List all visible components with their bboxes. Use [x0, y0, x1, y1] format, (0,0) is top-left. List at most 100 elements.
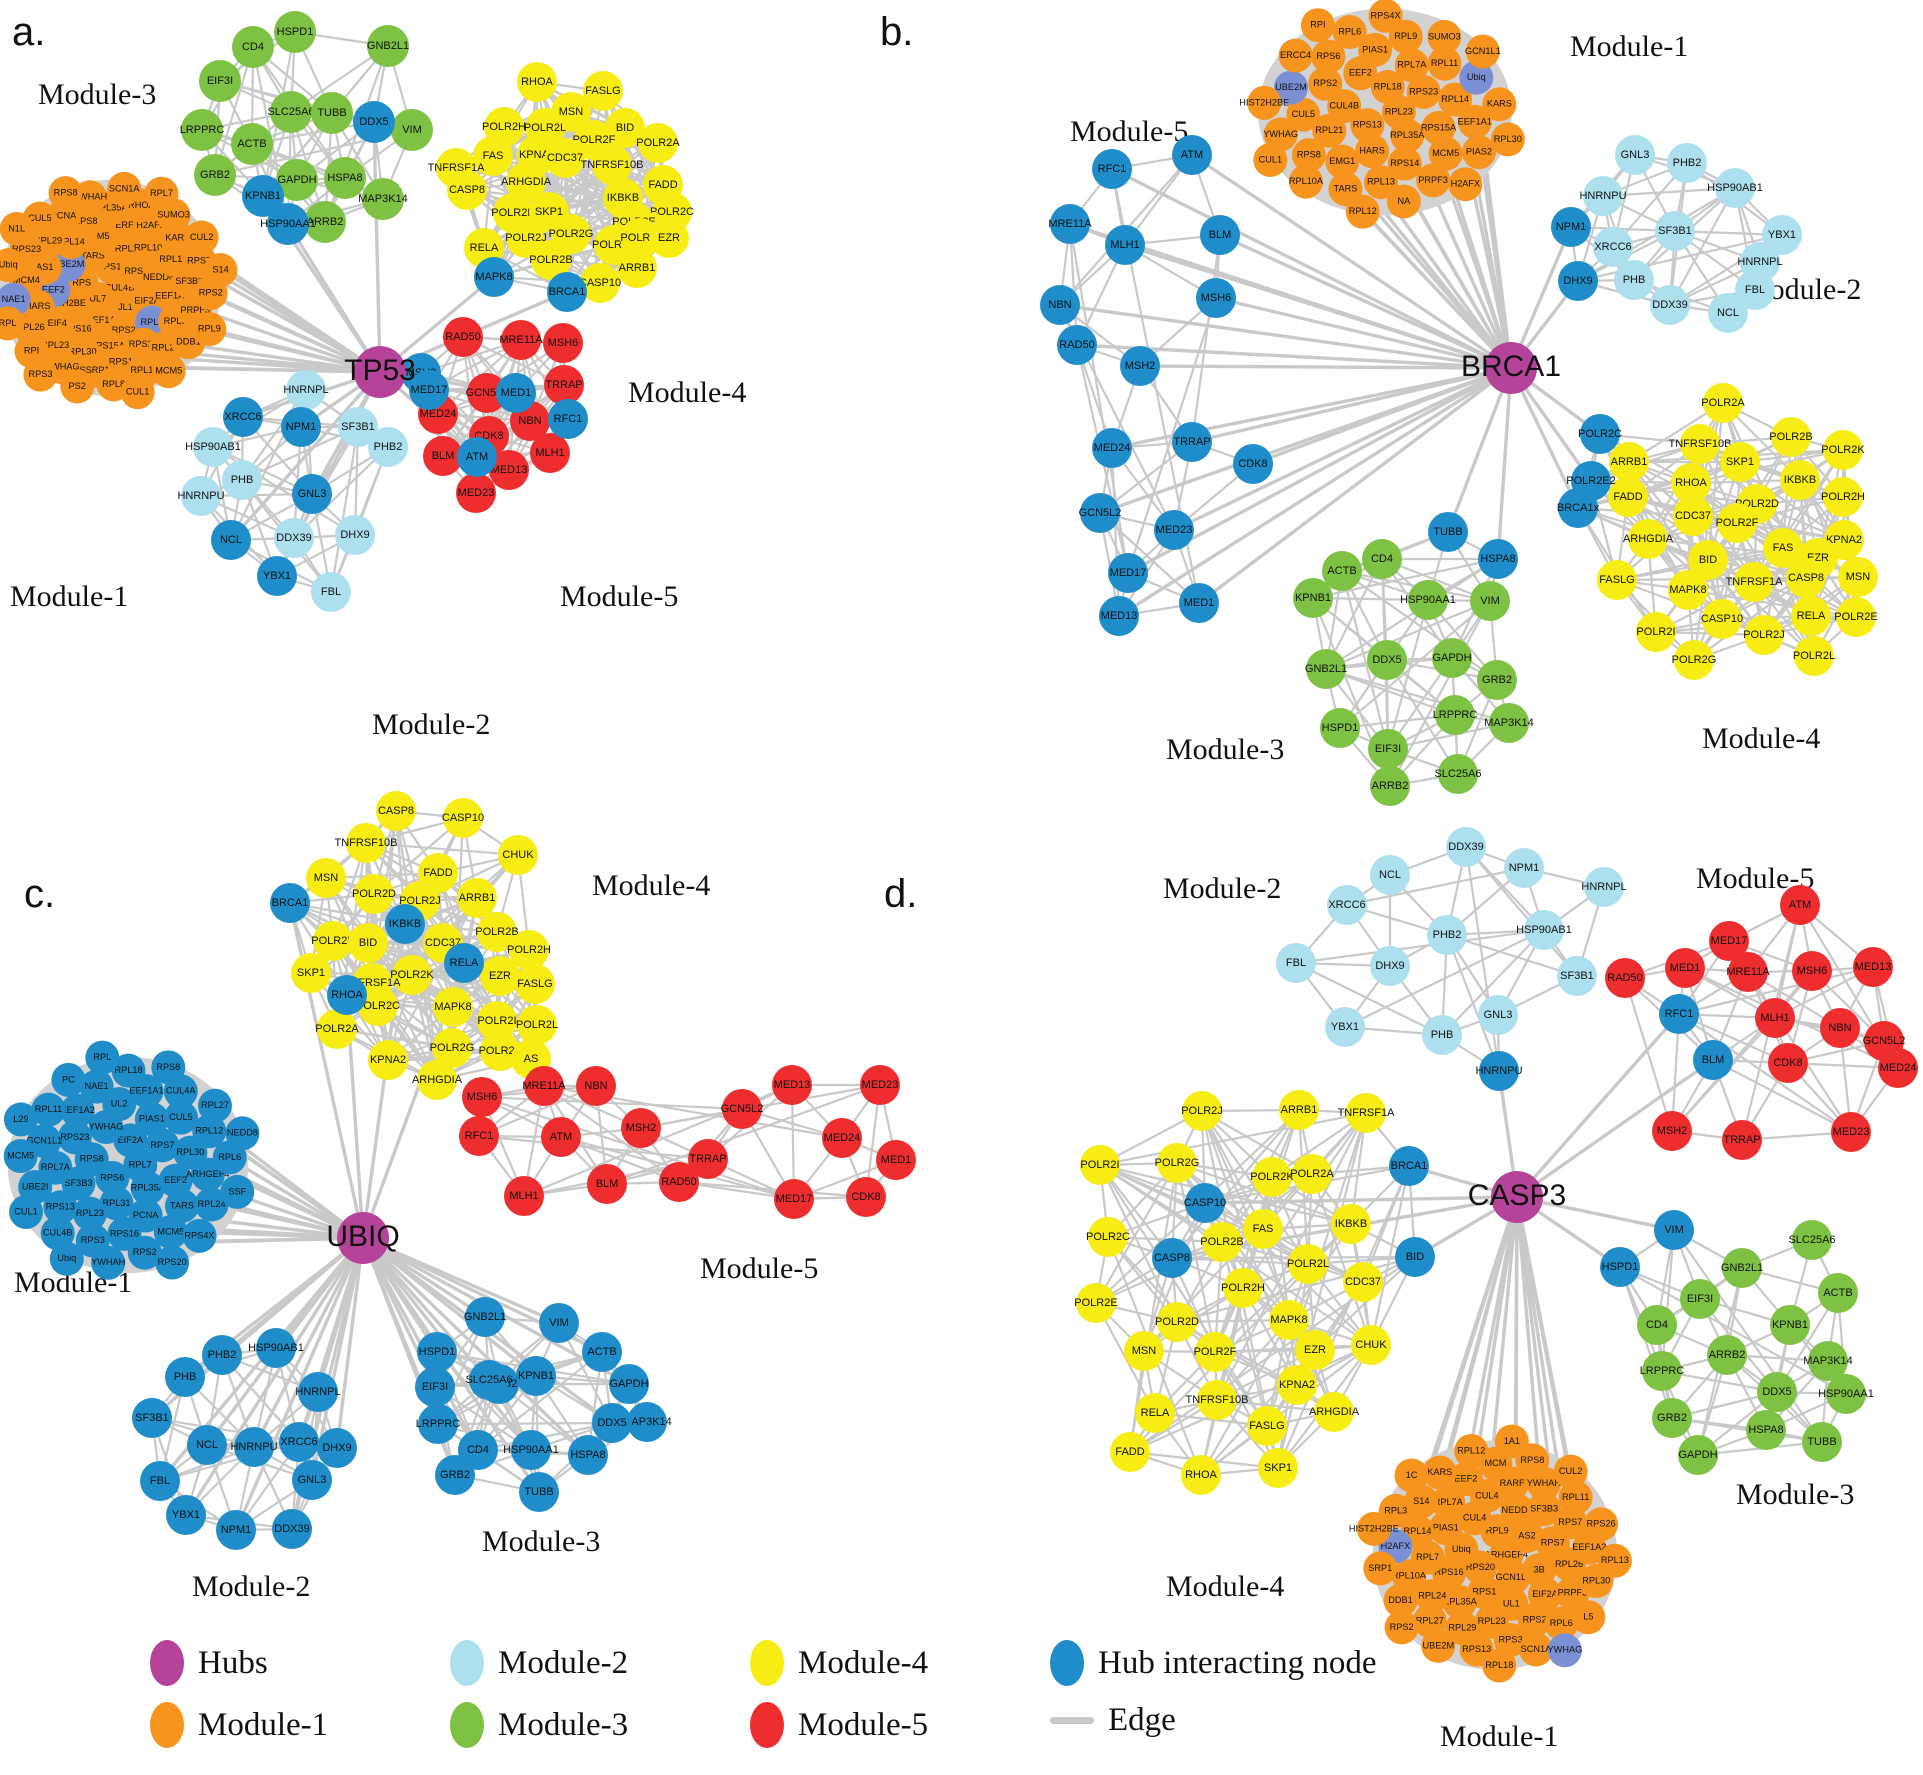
node-module-5[interactable]: CDK8	[1768, 1043, 1808, 1083]
hub-node-tp53[interactable]: TP53	[344, 346, 416, 398]
node-module-3[interactable]: KPNB1	[1770, 1305, 1810, 1345]
node-module-3[interactable]: GNB2L1	[1721, 1248, 1763, 1288]
legend-label: Module-1	[198, 1706, 329, 1743]
node-module-3[interactable]: EIF3I	[1680, 1279, 1720, 1319]
node-module-3[interactable]: VIM	[1654, 1210, 1694, 1250]
node-module-2[interactable]: HNRNPL	[1581, 867, 1627, 907]
node-module-4[interactable]: FAS	[1243, 1209, 1283, 1249]
legend-color-swatch	[750, 1640, 784, 1686]
edge	[1295, 962, 1443, 1036]
legend-item-module-4: Module-4	[750, 1640, 928, 1686]
node-module-5[interactable]: MED23	[1831, 1112, 1871, 1152]
hub-edge	[229, 370, 382, 542]
node-module-3[interactable]: DDX5	[1757, 1372, 1797, 1412]
node-module-2[interactable]: SF3B1	[1557, 956, 1597, 996]
node-module-5[interactable]: ATM	[1780, 885, 1820, 925]
node-module-5[interactable]: NBN	[1820, 1008, 1860, 1048]
node-module-4[interactable]: BRCA1	[1389, 1146, 1429, 1186]
node-module-5[interactable]: MSH6	[1792, 951, 1832, 991]
node-module-4[interactable]: ARRB1	[1279, 1090, 1319, 1130]
node-module-4[interactable]: POLR2C	[1086, 1217, 1130, 1257]
node-module1[interactable]: RPL13	[1597, 1543, 1632, 1578]
node-module1[interactable]: 1A1	[1494, 1424, 1529, 1459]
node-module1[interactable]: SRP1	[1363, 1551, 1398, 1586]
node-module-4[interactable]: CASP10	[1184, 1183, 1226, 1223]
panel-letter-b: b.	[880, 10, 914, 54]
node-module-2[interactable]: DHX9	[1370, 946, 1410, 986]
node-module-5[interactable]: MED1	[1665, 948, 1705, 988]
node-module-4[interactable]: CDC37	[1343, 1262, 1383, 1302]
legend-item-hubs: Hubs	[150, 1640, 268, 1686]
edge	[1325, 558, 1499, 670]
node-module-4[interactable]: MSN	[1124, 1331, 1164, 1371]
module-label-module-3: Module-3	[1166, 733, 1285, 766]
node-module-2[interactable]: NPM1	[1504, 848, 1544, 888]
edge	[1295, 928, 1545, 965]
node-module-4[interactable]: POLR2I	[1080, 1145, 1120, 1185]
node-module-4[interactable]: IKBKB	[1331, 1204, 1371, 1244]
node-module-3[interactable]: HSPD1	[1600, 1247, 1640, 1287]
node-module-2[interactable]: YBX1	[1325, 1007, 1365, 1047]
node-module1[interactable]: L5	[1571, 1600, 1606, 1635]
node-module-3[interactable]: GRB2	[1652, 1398, 1692, 1438]
node-module-2[interactable]: DDX39	[1446, 827, 1486, 867]
node-module1[interactable]: RPS26	[1584, 1507, 1619, 1542]
node-module-3[interactable]: ARRB2	[1707, 1335, 1747, 1375]
node-module-2[interactable]: HNRNPU	[1475, 1051, 1523, 1091]
node-module-5[interactable]: MLH1	[1755, 998, 1795, 1038]
node-module-2[interactable]: FBL	[1276, 943, 1316, 983]
node-module-4[interactable]: RELA	[1135, 1393, 1175, 1433]
node-module-3[interactable]: TUBB	[1802, 1422, 1842, 1462]
hub-edge	[1515, 1012, 1681, 1199]
legend-label: Module-2	[498, 1644, 629, 1681]
node-module-2[interactable]: NCL	[1370, 855, 1410, 895]
node-module-4[interactable]: FASLG	[1247, 1406, 1287, 1446]
node-module-5[interactable]: MED24	[1878, 1048, 1918, 1088]
node-module-2[interactable]: GNL3	[1478, 995, 1518, 1035]
node-module1[interactable]: RPL12	[1454, 1433, 1489, 1468]
node-module-4[interactable]: KPNA2	[1277, 1365, 1317, 1405]
edge	[1387, 721, 1510, 751]
node-module-5[interactable]: BLM	[1693, 1040, 1733, 1080]
node-module-3[interactable]: GAPDH	[1678, 1435, 1718, 1475]
edge	[329, 426, 360, 593]
node-module1[interactable]: CUL2	[1553, 1454, 1588, 1489]
node-module-5[interactable]: TRRAP	[1722, 1120, 1762, 1160]
module-label-module-2: Module-2	[372, 708, 491, 741]
node-module-3[interactable]: HSPA8	[1746, 1410, 1786, 1450]
module-label-module-5: Module-5	[560, 580, 679, 613]
edge	[1325, 667, 1456, 717]
node-module1[interactable]: RPL18	[1482, 1648, 1517, 1683]
node-module-5[interactable]: MED13	[1853, 947, 1893, 987]
edge	[1602, 186, 1736, 198]
node-module1[interactable]: SCN1A	[1518, 1632, 1553, 1667]
legend-item-edge: Edge	[1050, 1702, 1176, 1739]
node-module-4[interactable]: BID	[1395, 1237, 1435, 1277]
node-module-3[interactable]: LRPPRC	[1640, 1351, 1685, 1391]
hub-node-casp3[interactable]: CASP3	[1468, 1171, 1566, 1223]
edge	[1669, 187, 1736, 306]
node-module-4[interactable]: FADD	[1110, 1432, 1150, 1472]
legend-color-swatch	[450, 1702, 484, 1748]
node-module-4[interactable]: RHOA	[1181, 1455, 1221, 1495]
node-module-3[interactable]: CD4	[1637, 1305, 1677, 1345]
legend-color-swatch	[750, 1702, 784, 1748]
node-module-4[interactable]: CASP8	[1152, 1238, 1192, 1278]
node-module-2[interactable]: PHB2	[1427, 915, 1467, 955]
node-module-3[interactable]: ACTB	[1818, 1273, 1858, 1313]
node-module-5[interactable]: RFC1	[1659, 994, 1699, 1034]
node-module-4[interactable]: CHUK	[1351, 1325, 1391, 1365]
node-module-4[interactable]: SKP1	[1258, 1448, 1298, 1488]
module-label-module-1: Module-1	[10, 580, 129, 613]
legend-color-swatch	[150, 1702, 184, 1748]
node-module-5[interactable]: RAD50	[1605, 958, 1645, 998]
node-module1[interactable]: 1C	[1394, 1458, 1429, 1493]
node-module-5[interactable]: MSH2	[1652, 1111, 1692, 1151]
node-module-2[interactable]: XRCC6	[1327, 885, 1367, 925]
node-module-3[interactable]: SLC25A6	[1788, 1220, 1836, 1260]
panel-letter-a: a.	[12, 10, 46, 54]
node-module-2[interactable]: PHB	[1422, 1015, 1462, 1055]
node-module-4[interactable]: EZR	[1295, 1330, 1335, 1370]
edge	[1325, 667, 1510, 725]
